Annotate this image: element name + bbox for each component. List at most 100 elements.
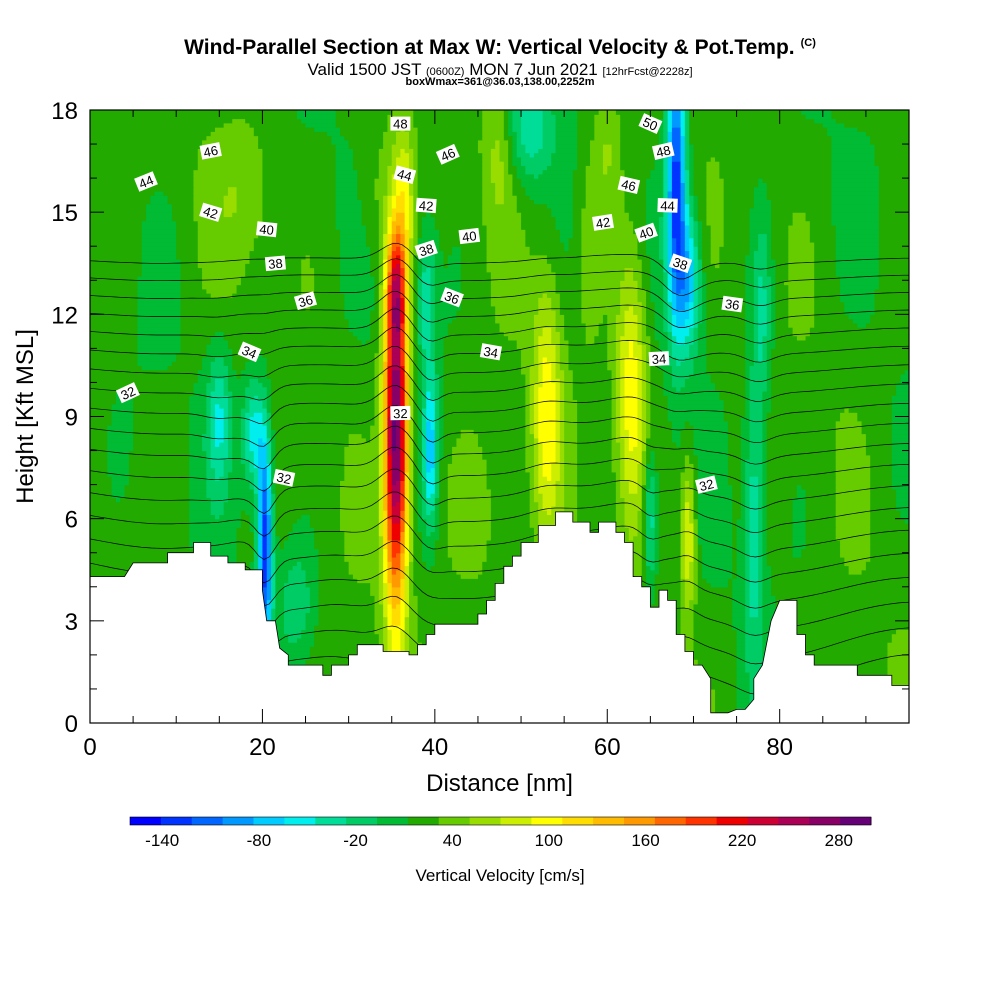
field-cell [318,561,350,567]
field-cell [167,365,203,371]
field-cell [680,629,695,635]
field-cell [555,412,561,418]
field-cell [706,318,746,324]
field-cell [870,484,893,490]
field-cell [788,276,815,281]
field-cell [370,586,380,592]
field-cell [434,356,445,362]
field-cell [538,471,544,477]
field-cell [529,386,535,392]
field-cell [753,335,759,341]
field-cell [771,254,789,260]
field-cell [206,459,212,464]
field-cell [546,510,552,516]
field-cell [689,505,695,511]
field-cell [439,488,449,494]
field-cell [745,284,755,290]
field-cell [533,488,539,494]
field-cell [861,420,893,426]
field-cell [275,556,320,562]
field-cell [771,276,776,281]
field-cell [443,373,526,379]
field-cell [387,493,393,498]
field-cell [758,335,764,341]
field-cell [689,327,695,332]
field-cell [658,548,682,554]
field-cell [340,288,376,294]
field-cell [227,437,233,443]
field-cell [400,446,406,452]
field-cell [90,480,113,486]
field-cell [749,539,759,545]
field-cell [266,429,272,435]
field-cell [650,378,664,384]
field-cell [732,552,738,558]
field-cell [749,535,759,541]
field-cell [736,684,751,690]
field-cell [740,514,746,520]
field-cell [667,305,673,311]
field-cell [417,446,423,452]
field-cell [624,454,643,460]
field-cell [486,552,535,558]
field-cell [762,463,768,469]
field-cell [684,544,695,550]
field-cell [90,518,190,524]
field-cell [762,527,768,533]
field-cell [421,493,427,498]
field-cell [697,595,733,601]
field-cell [771,373,901,379]
field-cell [439,505,449,511]
field-cell [421,407,427,413]
field-cell [740,476,746,481]
field-cell [555,352,561,358]
field-cell [408,263,414,269]
field-cell [641,335,651,341]
field-cell [689,301,695,307]
field-cell [245,399,251,405]
field-cell [870,314,909,320]
field-cell [848,569,863,575]
field-cell [771,305,776,311]
field-cell [180,288,207,294]
field-cell [559,442,565,447]
field-cell [404,574,410,579]
field-cell [490,297,539,303]
field-cell [745,369,751,375]
field-cell [559,476,565,481]
field-cell [758,344,764,349]
field-cell [227,450,233,456]
field-cell [693,531,699,537]
field-cell [891,467,909,473]
field-cell [658,344,669,349]
field-cell [753,331,759,337]
field-cell [90,276,139,281]
field-cell [223,437,229,443]
field-cell [434,518,440,524]
field-cell [370,318,380,324]
field-cell [758,574,764,579]
field-cell [408,373,414,379]
field-cell [426,365,436,371]
field-cell [176,254,199,260]
field-cell [870,454,893,460]
field-cell [667,258,673,264]
field-cell [676,442,682,447]
field-cell [607,356,617,362]
field-cell [633,352,643,358]
field-cell [318,620,376,626]
field-cell [555,327,565,332]
field-cell [624,399,639,405]
field-cell [266,425,272,430]
field-cell [684,565,690,571]
field-cell [378,356,384,362]
field-cell [611,390,617,396]
field-cell [396,480,401,486]
field-cell [387,267,393,273]
field-cell [637,335,643,341]
field-cell [426,450,436,456]
field-cell [878,276,909,281]
field-cell [835,258,880,264]
field-cell [788,258,815,264]
field-cell [275,454,345,460]
